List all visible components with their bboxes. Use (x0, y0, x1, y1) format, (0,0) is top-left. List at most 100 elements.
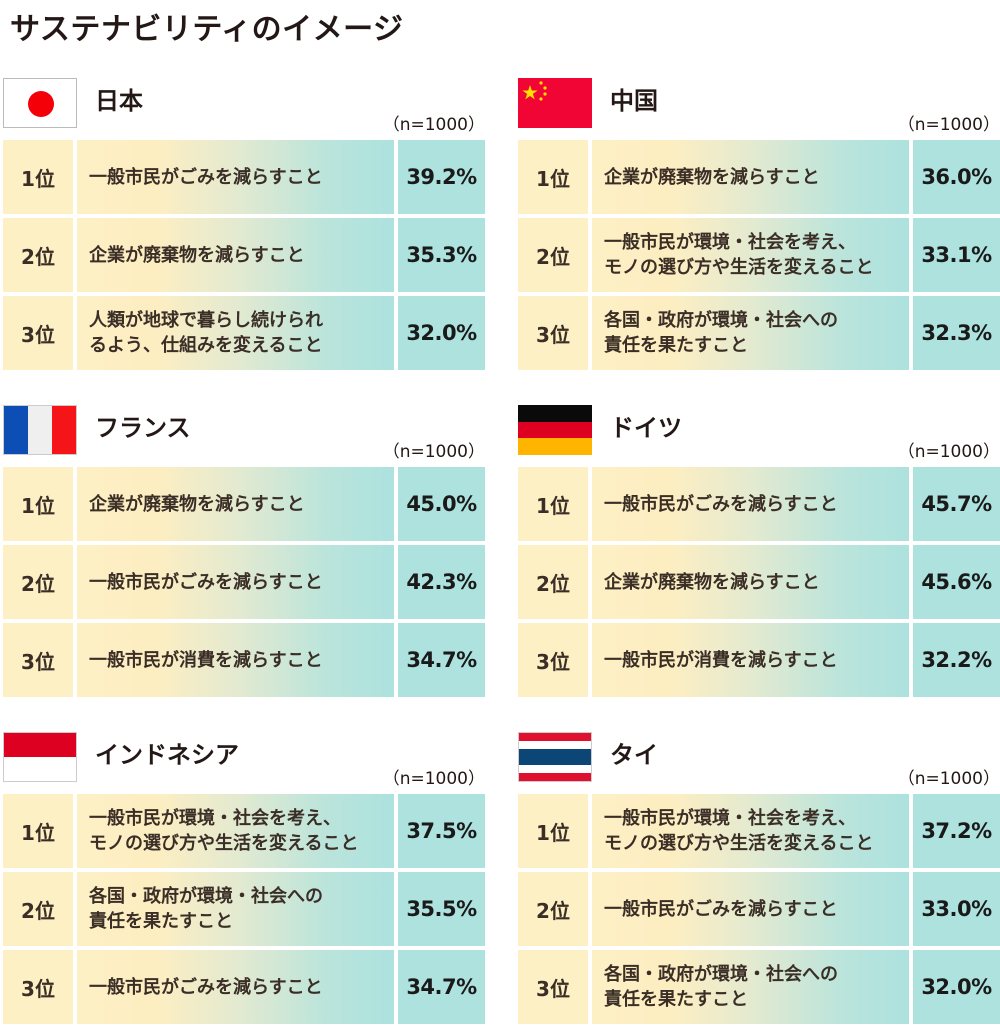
page-title: サステナビリティのイメージ (10, 12, 404, 47)
country-name: ドイツ (610, 414, 682, 442)
rank-cell: 3位 (518, 950, 588, 1024)
value-cell: 34.7% (398, 623, 485, 697)
panel-header: 日本 （n=1000） (3, 78, 485, 140)
table-row: 3位 一般市民が消費を減らすこと 32.2% (518, 623, 1000, 697)
item-cell: 各国・政府が環境・社会への 責任を果たすこと (592, 950, 909, 1024)
item-cell: 各国・政府が環境・社会への 責任を果たすこと (592, 296, 909, 370)
indonesia-flag-icon (3, 732, 77, 782)
country-name: インドネシア (95, 741, 239, 769)
item-cell: 一般市民がごみを減らすこと (77, 950, 394, 1024)
item-cell: 企業が廃棄物を減らすこと (77, 218, 394, 292)
item-cell: 一般市民がごみを減らすこと (592, 872, 909, 946)
table-row: 3位 人類が地球で暮らし続けられ るよう、仕組みを変えること 32.0% (3, 296, 485, 370)
ranking-table: 1位 一般市民が環境・社会を考え、 モノの選び方や生活を変えること 37.5% … (3, 794, 485, 1024)
rank-cell: 2位 (3, 218, 73, 292)
sample-size: （n=1000） (897, 115, 1000, 135)
ranking-table: 1位 一般市民がごみを減らすこと 45.7% 2位 企業が廃棄物を減らすこと 4… (518, 467, 1000, 697)
rank-cell: 2位 (518, 218, 588, 292)
rank-cell: 2位 (3, 545, 73, 619)
value-cell: 37.2% (913, 794, 1000, 868)
rank-cell: 1位 (3, 467, 73, 541)
table-row: 1位 企業が廃棄物を減らすこと 36.0% (518, 140, 1000, 214)
item-cell: 一般市民がごみを減らすこと (592, 467, 909, 541)
value-cell: 33.0% (913, 872, 1000, 946)
value-cell: 33.1% (913, 218, 1000, 292)
item-cell: 企業が廃棄物を減らすこと (77, 467, 394, 541)
panel-thailand: タイ （n=1000） 1位 一般市民が環境・社会を考え、 モノの選び方や生活を… (518, 732, 1000, 1024)
panel-germany: ドイツ （n=1000） 1位 一般市民がごみを減らすこと 45.7% 2位 企… (518, 405, 1000, 697)
sample-size: （n=1000） (897, 769, 1000, 789)
table-row: 3位 各国・政府が環境・社会への 責任を果たすこと 32.3% (518, 296, 1000, 370)
panel-header: 中国 （n=1000） (518, 78, 1000, 140)
thailand-flag-icon (518, 732, 592, 782)
table-row: 2位 企業が廃棄物を減らすこと 35.3% (3, 218, 485, 292)
country-name: 中国 (610, 87, 658, 115)
value-cell: 32.0% (913, 950, 1000, 1024)
item-cell: 一般市民が環境・社会を考え、 モノの選び方や生活を変えること (592, 218, 909, 292)
rank-cell: 2位 (3, 872, 73, 946)
table-row: 2位 一般市民がごみを減らすこと 42.3% (3, 545, 485, 619)
panel-header: フランス （n=1000） (3, 405, 485, 467)
value-cell: 42.3% (398, 545, 485, 619)
panel-japan: 日本 （n=1000） 1位 一般市民がごみを減らすこと 39.2% 2位 企業… (3, 78, 485, 370)
rank-cell: 1位 (518, 467, 588, 541)
item-cell: 人類が地球で暮らし続けられ るよう、仕組みを変えること (77, 296, 394, 370)
value-cell: 45.6% (913, 545, 1000, 619)
sample-size: （n=1000） (897, 442, 1000, 462)
table-row: 3位 一般市民が消費を減らすこと 34.7% (3, 623, 485, 697)
value-cell: 37.5% (398, 794, 485, 868)
sample-size: （n=1000） (382, 442, 485, 462)
rank-cell: 2位 (518, 545, 588, 619)
item-cell: 一般市民が環境・社会を考え、 モノの選び方や生活を変えること (592, 794, 909, 868)
table-row: 1位 一般市民が環境・社会を考え、 モノの選び方や生活を変えること 37.2% (518, 794, 1000, 868)
item-cell: 一般市民が消費を減らすこと (592, 623, 909, 697)
germany-flag-icon (518, 405, 592, 455)
value-cell: 45.0% (398, 467, 485, 541)
ranking-table: 1位 企業が廃棄物を減らすこと 36.0% 2位 一般市民が環境・社会を考え、 … (518, 140, 1000, 370)
table-row: 1位 一般市民が環境・社会を考え、 モノの選び方や生活を変えること 37.5% (3, 794, 485, 868)
country-name: 日本 (95, 87, 143, 115)
rank-cell: 1位 (518, 794, 588, 868)
rank-cell: 3位 (3, 623, 73, 697)
item-cell: 企業が廃棄物を減らすこと (592, 140, 909, 214)
value-cell: 45.7% (913, 467, 1000, 541)
table-row: 1位 一般市民がごみを減らすこと 45.7% (518, 467, 1000, 541)
ranking-table: 1位 一般市民が環境・社会を考え、 モノの選び方や生活を変えること 37.2% … (518, 794, 1000, 1024)
value-cell: 32.2% (913, 623, 1000, 697)
france-flag-icon (3, 405, 77, 455)
table-row: 3位 各国・政府が環境・社会への 責任を果たすこと 32.0% (518, 950, 1000, 1024)
rank-cell: 1位 (3, 794, 73, 868)
ranking-table: 1位 企業が廃棄物を減らすこと 45.0% 2位 一般市民がごみを減らすこと 4… (3, 467, 485, 697)
panel-header: タイ （n=1000） (518, 732, 1000, 794)
panel-indonesia: インドネシア （n=1000） 1位 一般市民が環境・社会を考え、 モノの選び方… (3, 732, 485, 1024)
value-cell: 35.3% (398, 218, 485, 292)
panel-header: インドネシア （n=1000） (3, 732, 485, 794)
sample-size: （n=1000） (382, 115, 485, 135)
rank-cell: 2位 (518, 872, 588, 946)
value-cell: 36.0% (913, 140, 1000, 214)
sample-size: （n=1000） (382, 769, 485, 789)
rank-cell: 3位 (518, 623, 588, 697)
value-cell: 32.0% (398, 296, 485, 370)
ranking-table: 1位 一般市民がごみを減らすこと 39.2% 2位 企業が廃棄物を減らすこと 3… (3, 140, 485, 370)
table-row: 2位 企業が廃棄物を減らすこと 45.6% (518, 545, 1000, 619)
value-cell: 32.3% (913, 296, 1000, 370)
item-cell: 一般市民が消費を減らすこと (77, 623, 394, 697)
rank-cell: 1位 (518, 140, 588, 214)
country-name: タイ (610, 741, 658, 769)
item-cell: 一般市民がごみを減らすこと (77, 545, 394, 619)
item-cell: 各国・政府が環境・社会への 責任を果たすこと (77, 872, 394, 946)
country-name: フランス (95, 414, 191, 442)
rank-cell: 3位 (3, 950, 73, 1024)
table-row: 2位 各国・政府が環境・社会への 責任を果たすこと 35.5% (3, 872, 485, 946)
panel-header: ドイツ （n=1000） (518, 405, 1000, 467)
table-row: 2位 一般市民が環境・社会を考え、 モノの選び方や生活を変えること 33.1% (518, 218, 1000, 292)
china-flag-icon (518, 78, 592, 128)
table-row: 2位 一般市民がごみを減らすこと 33.0% (518, 872, 1000, 946)
table-row: 1位 一般市民がごみを減らすこと 39.2% (3, 140, 485, 214)
panel-france: フランス （n=1000） 1位 企業が廃棄物を減らすこと 45.0% 2位 一… (3, 405, 485, 697)
value-cell: 35.5% (398, 872, 485, 946)
table-row: 1位 企業が廃棄物を減らすこと 45.0% (3, 467, 485, 541)
value-cell: 39.2% (398, 140, 485, 214)
rank-cell: 3位 (518, 296, 588, 370)
